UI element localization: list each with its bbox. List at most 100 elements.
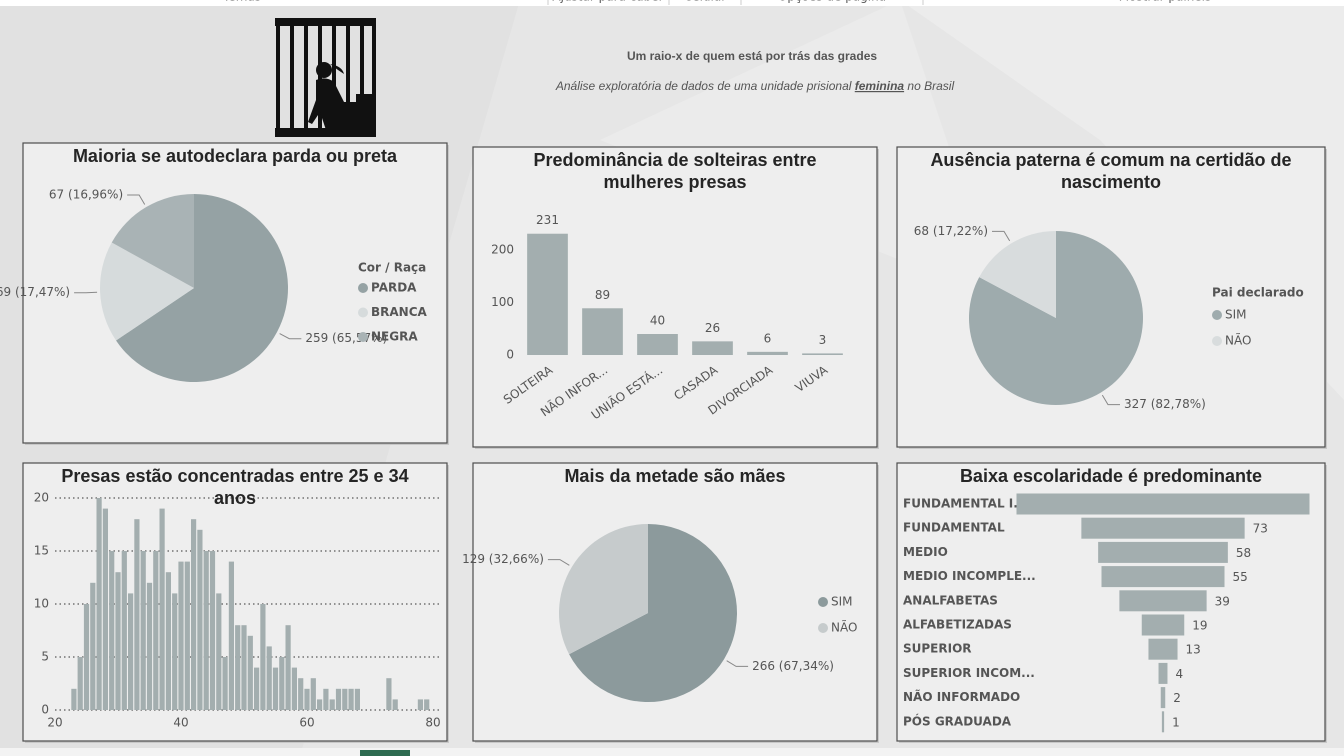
bar [241, 625, 247, 710]
bar [285, 625, 291, 710]
data-label: 67 (16,96%) [49, 187, 123, 201]
leader-line [992, 230, 1011, 242]
bar [342, 688, 348, 710]
category-label: FUNDAMENTAL [903, 521, 1005, 535]
y-tick-label: 15 [34, 544, 49, 558]
chart-title: Predominância de solteiras entre mulhere… [533, 150, 817, 192]
bar [348, 688, 354, 710]
funnel-bar [1098, 541, 1228, 563]
bar [128, 593, 134, 710]
bar [83, 604, 90, 710]
data-label: 26 [705, 321, 720, 335]
category-label: PÓS GRADUADA [903, 713, 1012, 728]
bar [304, 688, 310, 710]
subtitle-part: Análise exploratória de dados de uma uni… [555, 79, 855, 93]
data-label: 129 (32,66%) [462, 552, 544, 566]
bar [71, 688, 77, 710]
bar [310, 678, 316, 710]
bar [228, 561, 234, 710]
active-tab[interactable] [360, 750, 410, 756]
pie-slice [116, 194, 288, 382]
bar [146, 582, 153, 710]
legend-label: SIM [1225, 308, 1247, 322]
legend-label: SIM [831, 595, 853, 609]
bar [392, 699, 398, 710]
subtitle-part: no Brasil [904, 79, 954, 93]
background-facet [900, 0, 1344, 400]
jail-icon [275, 18, 376, 137]
bar [102, 508, 108, 710]
data-label: 6 [764, 331, 772, 345]
bar [266, 646, 272, 710]
y-tick-label: 200 [491, 243, 514, 257]
bar [172, 593, 178, 710]
bar [247, 635, 253, 710]
toolbar-item: Ajustar para caber [552, 0, 663, 4]
bar [527, 233, 568, 355]
toolbar-item: Celular [684, 0, 726, 4]
bar [197, 529, 203, 710]
bar [165, 572, 171, 710]
data-label: 266 (67,34%) [752, 659, 834, 673]
category-label: ALFABETIZADAS [903, 618, 1012, 632]
page-subtitle: Análise exploratória de dados de uma uni… [555, 79, 955, 93]
pie-slice [968, 231, 1143, 405]
bar [216, 593, 222, 710]
data-label: 3 [819, 333, 827, 347]
x-tick-label: 60 [299, 716, 314, 730]
leader-line [127, 194, 146, 205]
chart-title: Mais da metade são mães [564, 466, 786, 486]
category-label: NÃO INFORMADO [903, 689, 1020, 704]
bar [582, 308, 623, 355]
leader-line [1101, 394, 1120, 406]
bar [272, 667, 279, 710]
legend-label: NEGRA [371, 330, 418, 344]
funnel-bar [1081, 517, 1245, 539]
data-label: 55 [1233, 570, 1248, 584]
bar [191, 519, 197, 710]
bar [802, 353, 843, 355]
legend-label: BRANCA [371, 305, 428, 319]
pie-slice [111, 194, 194, 288]
toolbar-item: Mostrar painéis [1119, 0, 1212, 4]
funnel-bar [1141, 614, 1185, 636]
category-label: FUNDAMENTAL I... [903, 497, 1027, 511]
funnel-bar [1119, 590, 1207, 612]
pie-slice [979, 231, 1056, 318]
y-tick-label: 0 [506, 348, 514, 362]
y-tick-label: 5 [41, 650, 49, 664]
category-label: MEDIO [903, 545, 948, 559]
bar [209, 551, 216, 710]
bar [140, 551, 146, 710]
bar [317, 699, 323, 710]
leader-line [547, 559, 570, 566]
legend-marker [358, 283, 368, 293]
bar [260, 604, 266, 710]
bar [254, 667, 260, 710]
data-label: 73 [1253, 522, 1268, 536]
bar [291, 667, 297, 710]
funnel-bar [1148, 638, 1178, 660]
legend-marker [818, 597, 828, 607]
leader-line [726, 660, 749, 667]
category-label: SUPERIOR [903, 642, 972, 656]
data-label: 231 [536, 213, 559, 227]
funnel-bar [1016, 493, 1310, 515]
data-label: 4 [1175, 667, 1183, 681]
data-label: 327 (82,78%) [1124, 397, 1206, 411]
x-tick-label: 80 [425, 716, 440, 730]
data-label: 58 [1236, 546, 1251, 560]
data-label: 40 [650, 314, 665, 328]
y-tick-label: 20 [34, 491, 49, 505]
legend-marker [1212, 336, 1222, 346]
funnel-bar [1160, 687, 1166, 709]
funnel-bar [1101, 566, 1225, 588]
bar [417, 699, 423, 710]
legend-marker [1212, 310, 1222, 320]
subtitle-part: feminina [855, 79, 905, 93]
legend-marker [358, 307, 368, 318]
funnel-bar [1161, 711, 1165, 733]
bar [692, 341, 733, 355]
category-label: SUPERIOR INCOM... [903, 666, 1035, 680]
